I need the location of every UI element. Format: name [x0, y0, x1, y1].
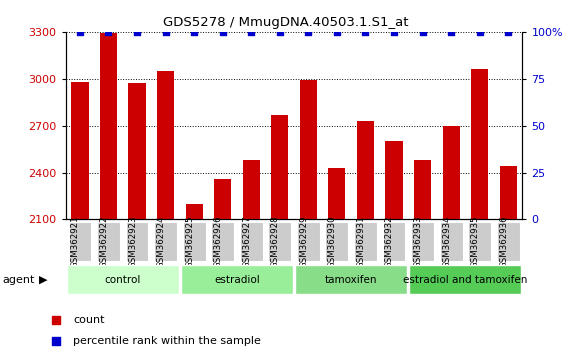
- Point: [51, 317, 61, 323]
- FancyBboxPatch shape: [468, 222, 491, 261]
- Point: [132, 29, 142, 35]
- Text: estradiol and tamoxifen: estradiol and tamoxifen: [403, 275, 528, 285]
- FancyBboxPatch shape: [295, 266, 407, 294]
- Bar: [271, 115, 288, 354]
- FancyBboxPatch shape: [383, 222, 405, 261]
- Text: GDS5278 / MmugDNA.40503.1.S1_at: GDS5278 / MmugDNA.40503.1.S1_at: [163, 16, 408, 29]
- Point: [418, 29, 427, 35]
- Text: GSM362923: GSM362923: [128, 215, 137, 268]
- Bar: [328, 168, 345, 354]
- Bar: [128, 84, 146, 354]
- Point: [504, 29, 513, 35]
- FancyBboxPatch shape: [409, 266, 521, 294]
- Text: GSM362930: GSM362930: [328, 215, 337, 268]
- Bar: [243, 160, 260, 354]
- Bar: [500, 166, 517, 354]
- Text: GSM362936: GSM362936: [499, 215, 508, 268]
- Bar: [186, 204, 203, 354]
- Text: GSM362935: GSM362935: [471, 215, 480, 268]
- Text: GSM362924: GSM362924: [156, 215, 166, 268]
- Bar: [71, 82, 89, 354]
- Point: [75, 29, 85, 35]
- Bar: [100, 33, 117, 354]
- Text: GSM362934: GSM362934: [442, 215, 451, 268]
- Text: GSM362922: GSM362922: [99, 215, 108, 268]
- FancyBboxPatch shape: [440, 222, 463, 261]
- FancyBboxPatch shape: [211, 222, 234, 261]
- Point: [361, 29, 370, 35]
- Text: control: control: [104, 275, 141, 285]
- FancyBboxPatch shape: [497, 222, 520, 261]
- Text: ▶: ▶: [39, 275, 47, 285]
- FancyBboxPatch shape: [67, 266, 179, 294]
- Text: GSM362933: GSM362933: [413, 215, 423, 268]
- Bar: [214, 179, 231, 354]
- Bar: [385, 141, 403, 354]
- Text: GSM362928: GSM362928: [271, 215, 280, 268]
- Text: agent: agent: [3, 275, 35, 285]
- Text: GSM362925: GSM362925: [185, 215, 194, 268]
- Text: count: count: [73, 315, 105, 325]
- Text: estradiol: estradiol: [214, 275, 260, 285]
- FancyBboxPatch shape: [154, 222, 177, 261]
- FancyBboxPatch shape: [181, 266, 293, 294]
- Text: GSM362926: GSM362926: [214, 215, 223, 268]
- Text: GSM362927: GSM362927: [242, 215, 251, 268]
- Text: GSM362932: GSM362932: [385, 215, 394, 268]
- Bar: [443, 126, 460, 354]
- Point: [104, 29, 113, 35]
- FancyBboxPatch shape: [297, 222, 320, 261]
- Bar: [357, 121, 374, 354]
- FancyBboxPatch shape: [354, 222, 377, 261]
- Point: [475, 29, 484, 35]
- FancyBboxPatch shape: [268, 222, 291, 261]
- Point: [389, 29, 399, 35]
- Point: [275, 29, 284, 35]
- Point: [332, 29, 341, 35]
- Text: GSM362921: GSM362921: [71, 215, 80, 268]
- Text: percentile rank within the sample: percentile rank within the sample: [73, 336, 261, 346]
- FancyBboxPatch shape: [240, 222, 263, 261]
- Text: GSM362931: GSM362931: [356, 215, 365, 268]
- Text: tamoxifen: tamoxifen: [325, 275, 377, 285]
- FancyBboxPatch shape: [411, 222, 434, 261]
- Bar: [157, 71, 174, 354]
- Bar: [414, 160, 431, 354]
- FancyBboxPatch shape: [126, 222, 148, 261]
- Point: [304, 29, 313, 35]
- Text: GSM362929: GSM362929: [299, 215, 308, 268]
- Point: [447, 29, 456, 35]
- Point: [51, 338, 61, 344]
- Bar: [471, 69, 488, 354]
- FancyBboxPatch shape: [183, 222, 206, 261]
- Point: [190, 29, 199, 35]
- FancyBboxPatch shape: [69, 222, 91, 261]
- Point: [247, 29, 256, 35]
- FancyBboxPatch shape: [325, 222, 348, 261]
- Point: [218, 29, 227, 35]
- FancyBboxPatch shape: [97, 222, 120, 261]
- Point: [161, 29, 170, 35]
- Bar: [300, 80, 317, 354]
